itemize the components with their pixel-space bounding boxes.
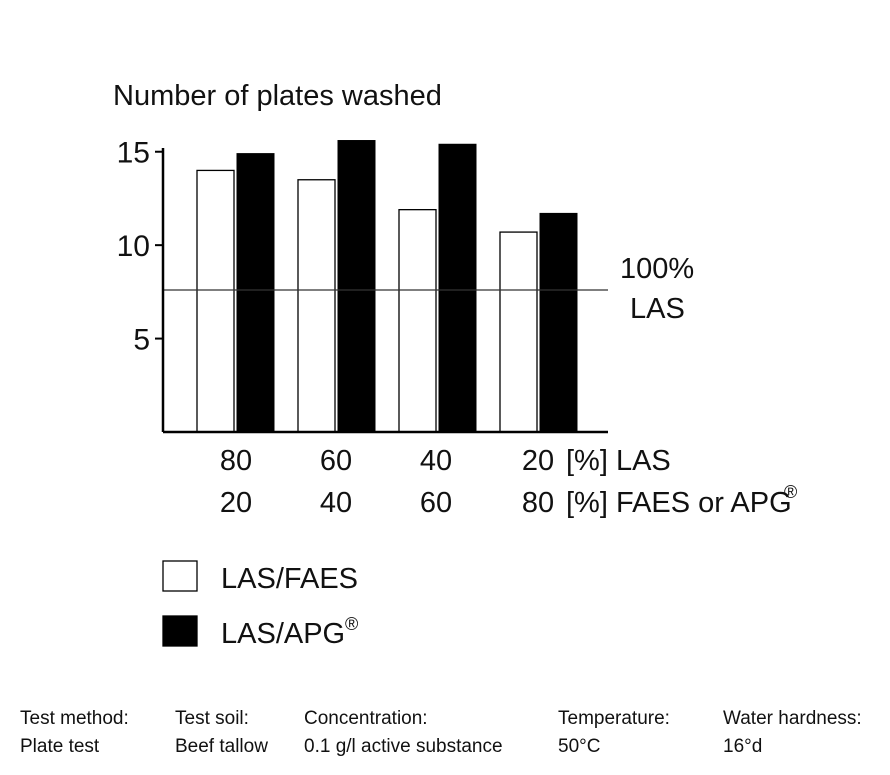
- bar-las-apg: [337, 140, 376, 433]
- test-conditions: Test method: Plate test Test soil: Beef tal…: [20, 705, 880, 765]
- x-label-other: 60: [420, 487, 452, 519]
- y-tick-label: 15: [117, 137, 150, 170]
- bar-las-apg: [539, 212, 578, 433]
- legend-swatch-las-apg: [162, 615, 198, 647]
- footer-heading: Test method:: [20, 708, 129, 729]
- bar-las-apg: [438, 143, 477, 433]
- x-label-other: 40: [320, 487, 352, 519]
- legend-swatch-las-faes: [162, 560, 198, 592]
- footer-heading: Test soil:: [175, 708, 249, 729]
- footer-value: 0.1 g/l active substance: [304, 736, 503, 757]
- footer-value: 16°d: [723, 736, 763, 757]
- footer-column: Test soil: Beef tallow: [175, 705, 268, 761]
- y-tick-label: 10: [117, 230, 150, 263]
- footer-column: Water hardness: 16°d: [723, 705, 862, 761]
- footer-column: Concentration: 0.1 g/l active substance: [304, 705, 503, 761]
- legend-label-las-faes: LAS/FAES: [221, 563, 358, 595]
- reference-label-line1: 100%: [620, 253, 694, 285]
- x-label-las: 80: [220, 445, 252, 477]
- x-label-other: 20: [220, 487, 252, 519]
- legend-label-registered-mark: ®: [345, 614, 358, 634]
- footer-column: Temperature: 50°C: [558, 705, 670, 761]
- footer-value: 50°C: [558, 736, 601, 757]
- bar-las-faes: [196, 169, 235, 433]
- footer-value: Beef tallow: [175, 736, 268, 757]
- footer-column: Test method: Plate test: [20, 705, 129, 761]
- footer-heading: Temperature:: [558, 708, 670, 729]
- x-label-other: 80: [522, 487, 554, 519]
- bar-las-faes: [398, 209, 437, 433]
- x-label-las: 40: [420, 445, 452, 477]
- reference-label-line2: LAS: [630, 293, 685, 325]
- footer-heading: Water hardness:: [723, 708, 862, 729]
- bar-las-faes: [297, 179, 336, 433]
- footer-value: Plate test: [20, 736, 100, 757]
- bar-las-faes: [499, 231, 538, 433]
- x-label-las: 20: [522, 445, 554, 477]
- legend-label-las-apg: LAS/APG: [221, 618, 345, 650]
- y-tick-label: 5: [133, 324, 150, 357]
- y-axis-title: Number of plates washed: [113, 80, 442, 112]
- x-label-suffix-las: [%] LAS: [566, 445, 671, 477]
- footer-heading: Concentration:: [304, 708, 428, 729]
- x-label-suffix-registered-mark: ®: [784, 482, 797, 502]
- x-label-suffix-other: [%] FAES or APG: [566, 487, 792, 519]
- x-label-las: 60: [320, 445, 352, 477]
- bar-chart: Number of plates washed 5 10 15 100% LAS 8…: [113, 80, 797, 650]
- bar-las-apg: [236, 153, 275, 433]
